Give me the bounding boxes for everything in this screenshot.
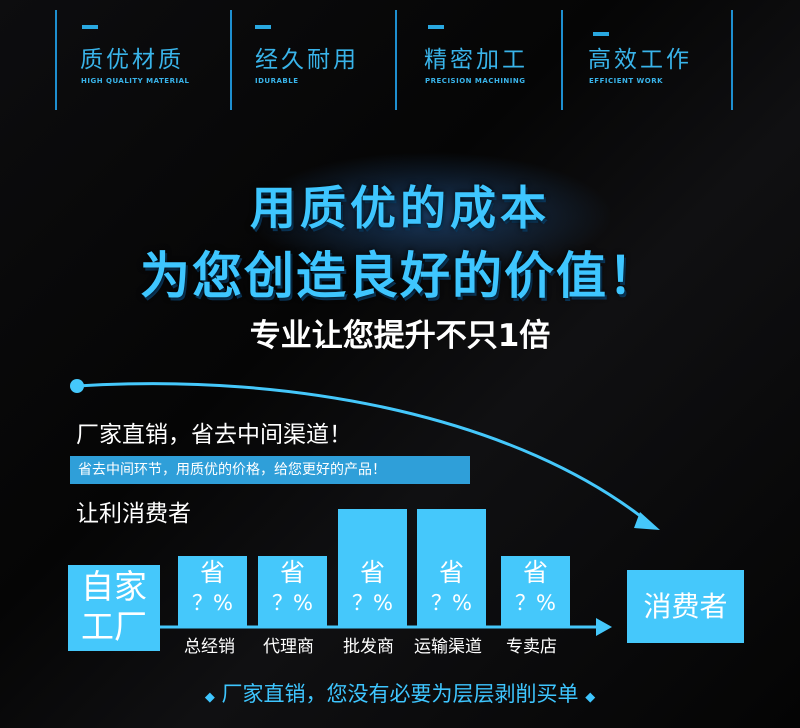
pct-label: ？%: [515, 591, 556, 615]
diamond-icon: ◆: [585, 690, 596, 705]
feature-title: 精密加工: [424, 47, 528, 73]
feature-subtitle: PRECISION MACHINING: [425, 77, 526, 85]
stage-bar: 省 ？%: [417, 509, 486, 626]
headline-line1: 用质优的成本: [250, 181, 550, 235]
stage-bar: 省 ？%: [338, 509, 407, 626]
dash-icon: [82, 25, 98, 29]
feature-subtitle: HIGH QUALITY MATERIAL: [81, 77, 190, 85]
save-label: 省: [199, 558, 225, 587]
stage-label: 运输渠道: [414, 637, 482, 657]
section-subheading: 让利消费者: [76, 501, 191, 527]
footer-text: 厂家直销，您没有必要为层层剥削买单: [221, 682, 579, 706]
feature-subtitle: IDURABLE: [255, 77, 299, 85]
stage-label: 代理商: [263, 637, 314, 657]
dash-icon: [428, 25, 444, 29]
divider: [561, 10, 563, 110]
divider: [230, 10, 232, 110]
pct-label: ？%: [192, 591, 233, 615]
divider: [731, 10, 733, 110]
headline-line2: 为您创造良好的价值！: [140, 247, 660, 305]
stage-label: 总经销: [184, 637, 235, 657]
footer-slogan: ◆ 厂家直销，您没有必要为层层剥削买单 ◆: [0, 678, 800, 708]
diamond-icon: ◆: [204, 690, 215, 705]
feature-title: 质优材质: [80, 47, 184, 73]
stage-label: 专卖店: [506, 637, 557, 657]
feature-title: 经久耐用: [255, 47, 359, 73]
pct-label: ？%: [272, 591, 313, 615]
pct-label: ？%: [431, 591, 472, 615]
headline-line3: 专业让您提升不只1倍: [249, 318, 551, 354]
stage-bar: 省 ？%: [178, 556, 247, 626]
stage-label: 批发商: [343, 637, 394, 657]
pct-label: ？%: [352, 591, 393, 615]
save-label: 省: [522, 558, 548, 587]
divider: [55, 10, 57, 110]
divider: [395, 10, 397, 110]
factory-box: 自家工厂: [68, 565, 160, 651]
dash-icon: [593, 32, 609, 36]
section-banner: 省去中间环节，用质优的价格，给您更好的产品！: [70, 456, 470, 484]
stage-bar: 省 ？%: [501, 556, 570, 626]
feature-subtitle: EFFICIENT WORK: [589, 77, 664, 85]
save-label: 省: [359, 558, 385, 587]
save-label: 省: [279, 558, 305, 587]
feature-title: 高效工作: [588, 47, 692, 73]
dash-icon: [255, 25, 271, 29]
section-heading: 厂家直销，省去中间渠道！: [76, 422, 352, 448]
consumer-box: 消费者: [627, 570, 744, 643]
save-label: 省: [438, 558, 464, 587]
stage-bar: 省 ？%: [258, 556, 327, 626]
